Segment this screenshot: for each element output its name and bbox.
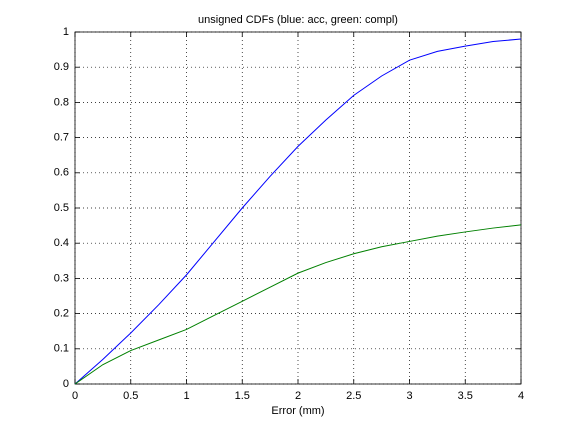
y-tick-label: 0 xyxy=(63,378,69,390)
y-tick-label: 0.8 xyxy=(54,96,69,108)
y-tick-label: 0.2 xyxy=(54,308,69,320)
x-axis-label: Error (mm) xyxy=(271,405,324,417)
y-tick-label: 0.9 xyxy=(54,61,69,73)
y-tick-label: 0.6 xyxy=(54,167,69,179)
x-tick-label: 2.5 xyxy=(346,390,361,402)
x-tick-label: 4 xyxy=(518,390,524,402)
data-line xyxy=(74,38,522,385)
x-tick-label: 3 xyxy=(406,390,412,402)
x-tick-label: 2 xyxy=(295,390,301,402)
x-tick-label: 1.5 xyxy=(235,390,250,402)
y-tick-label: 0.1 xyxy=(54,343,69,355)
chart-title: unsigned CDFs (blue: acc, green: compl) xyxy=(198,14,398,26)
y-tick-label: 0.7 xyxy=(54,132,69,144)
x-tick-label: 1 xyxy=(183,390,189,402)
x-tick-label: 3.5 xyxy=(458,390,473,402)
y-tick-label: 0.4 xyxy=(54,237,69,249)
x-tick-label: 0 xyxy=(72,390,78,402)
x-tick-label: 0.5 xyxy=(123,390,138,402)
plot-frame xyxy=(74,31,522,385)
data-line xyxy=(74,224,522,385)
y-tick-label: 1 xyxy=(63,26,69,38)
y-tick-label: 0.3 xyxy=(54,272,69,284)
y-tick-label: 0.5 xyxy=(54,202,69,214)
